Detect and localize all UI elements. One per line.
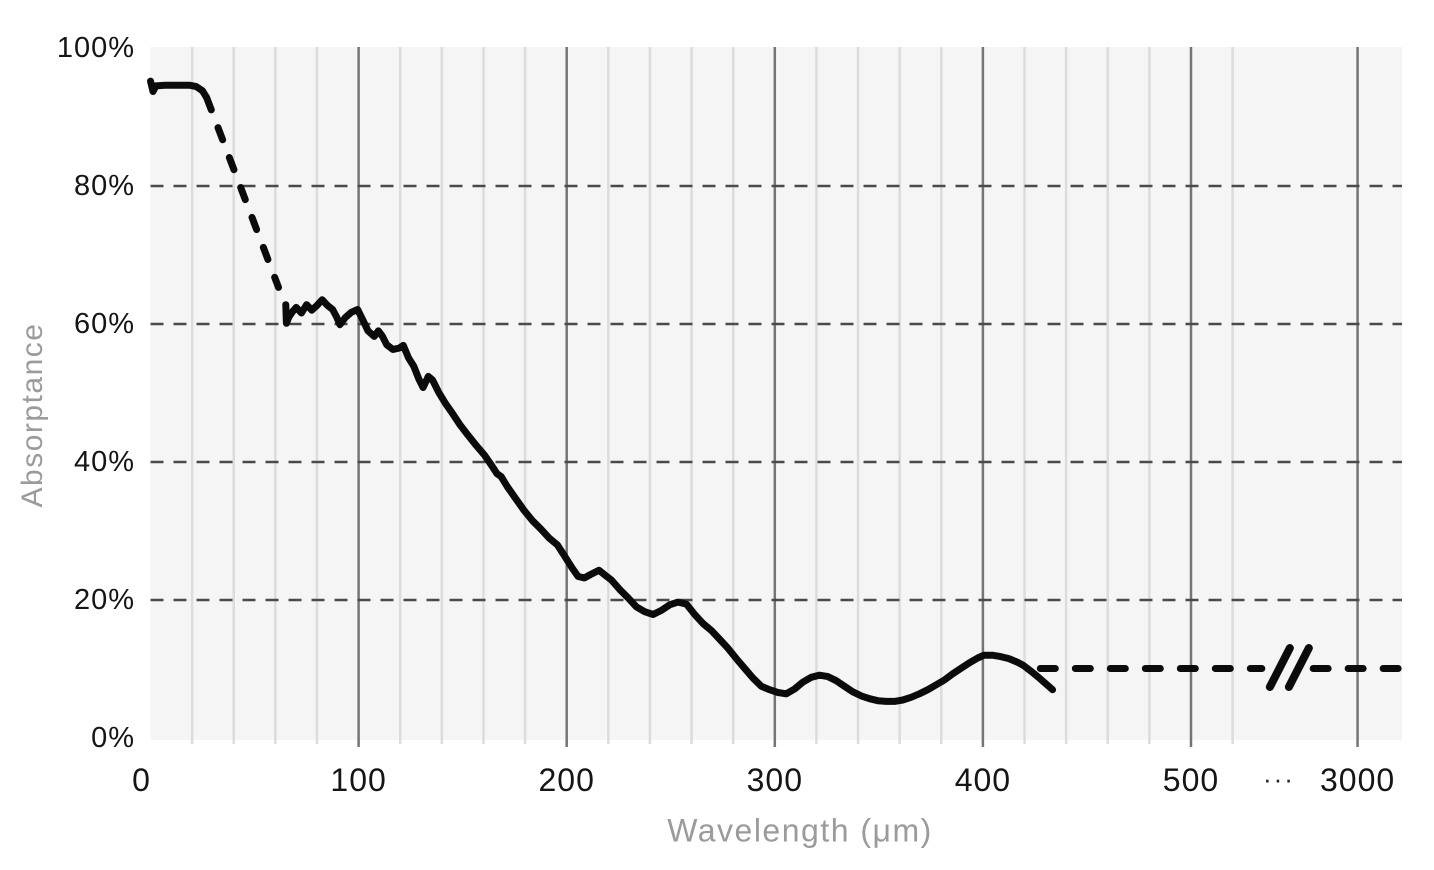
axis-break-slash-icon [1284, 644, 1313, 691]
absorptance-solid-start-line [147, 77, 211, 102]
y-tick-label-100: 100% [57, 32, 135, 64]
y-tick-label-40: 40% [74, 446, 135, 478]
x-tick-label-400: 400 [955, 762, 1011, 798]
absorptance-main-line [282, 296, 1057, 705]
x-tick-label-500: 500 [1163, 762, 1219, 798]
x-tick-label-0: 0 [132, 762, 151, 798]
x-axis-break-ellipsis: ··· [1263, 764, 1295, 794]
x-tick-label-200: 200 [539, 762, 595, 798]
y-tick-label-60: 60% [74, 308, 135, 340]
x-tick-label-3000: 3000 [1320, 762, 1395, 798]
x-axis-title: Wavelength (μm) [667, 812, 933, 849]
x-tick-label-100: 100 [330, 762, 386, 798]
plot-area [150, 47, 1402, 740]
absorptance-dashed-decline-line [203, 94, 282, 291]
y-tick-label-20: 20% [74, 584, 135, 616]
axis-break-slash-icon [1265, 644, 1294, 691]
x-tick-label-300: 300 [747, 762, 803, 798]
y-axis-title: Absorptance [16, 322, 49, 508]
y-tick-label-0: 0% [91, 722, 135, 754]
y-tick-label-80: 80% [74, 170, 135, 202]
